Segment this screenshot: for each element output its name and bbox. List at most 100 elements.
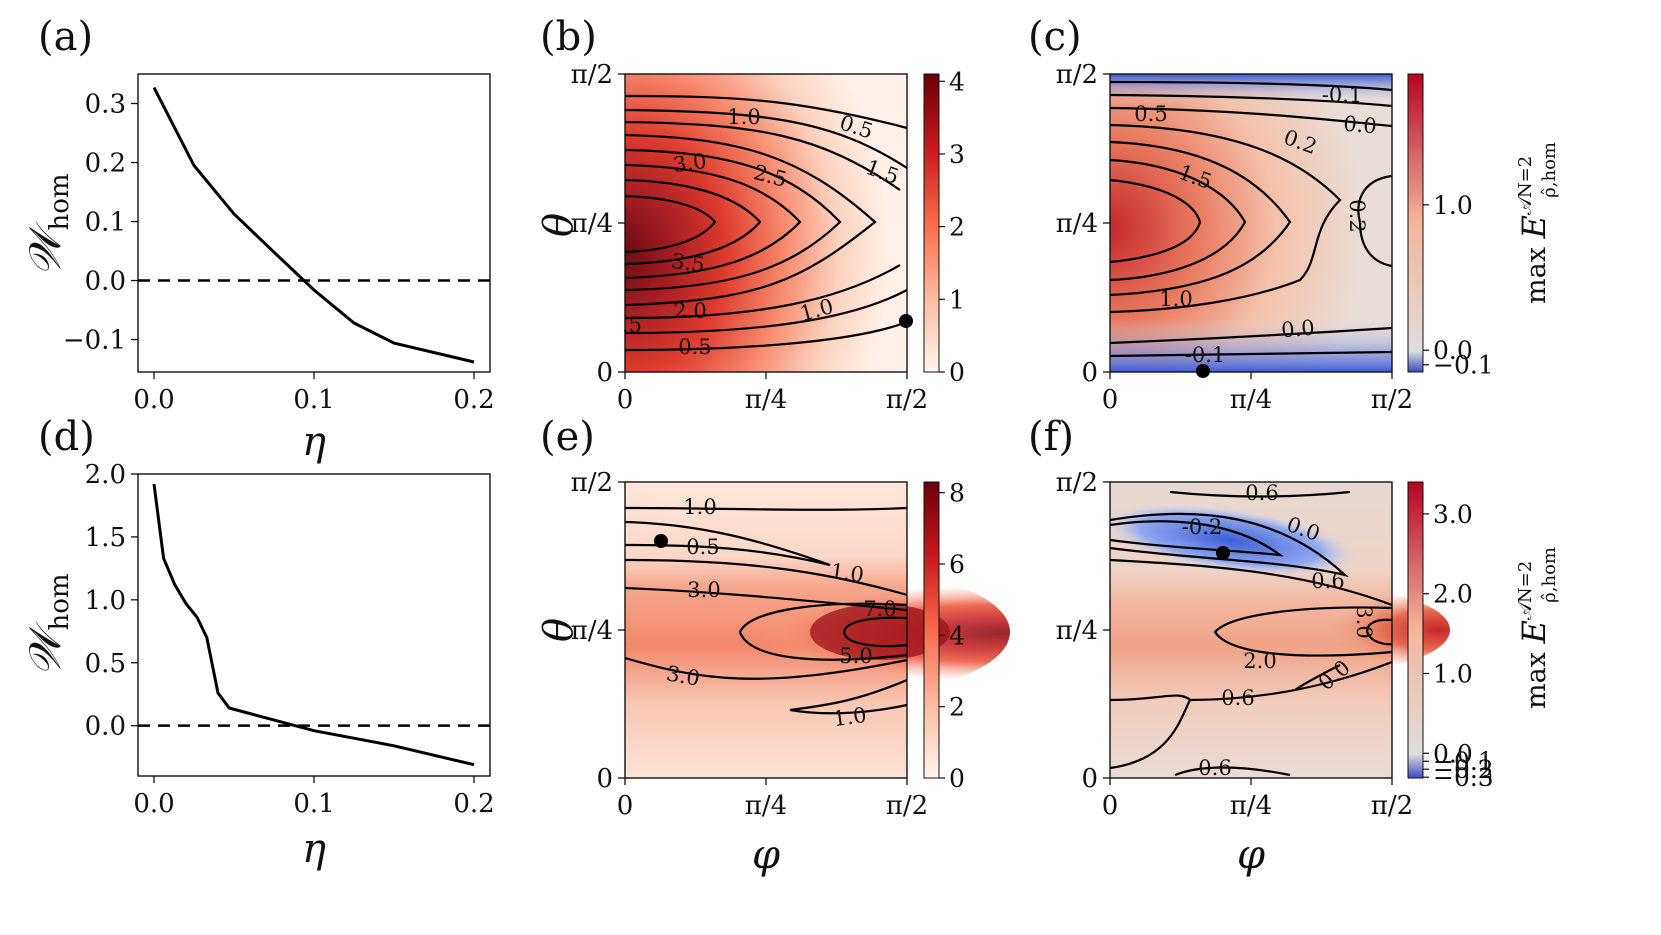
contour-label: 7.0 — [863, 597, 896, 621]
series-line — [152, 483, 475, 767]
contour-label: 3.5 — [670, 249, 706, 277]
svg-text:𝒲hom: 𝒲hom — [20, 173, 75, 276]
x-axis-label: η — [302, 826, 326, 872]
svg-text:max E𝒜N=2ρ̂,hom: max E𝒜N=2 ρ̂,hom — [1515, 142, 1560, 304]
colorbar-tick-label: 4 — [949, 621, 965, 650]
x-tick-label: π/4 — [1230, 791, 1272, 821]
marker-f — [1216, 546, 1230, 560]
x-tick-label: 0.0 — [133, 789, 174, 819]
x-tick-label: 0.2 — [453, 789, 494, 819]
contour-label: 0.5 — [1134, 102, 1167, 126]
colorbar-ticks: 012341.00.0−0.1024683.02.01.00.0−0.1−0.2… — [939, 67, 1494, 793]
colorbar-tick-label: 3 — [949, 140, 965, 169]
panel-label-d: (d) — [38, 414, 95, 460]
y-tick-label: π/4 — [571, 209, 613, 239]
y-tick-label: 0 — [1081, 358, 1098, 388]
colorbar-tick-label: 0.0 — [1433, 739, 1473, 768]
x-axis-label: η — [302, 419, 326, 465]
axes-frame — [137, 73, 491, 373]
marker-c — [1196, 364, 1210, 378]
y-tick-label: 0.0 — [85, 267, 126, 297]
y-tick-label: π/2 — [571, 60, 613, 90]
panel-b-heatmap — [624, 73, 908, 373]
contour-label: 0.0 — [1280, 316, 1315, 343]
x-tick-label: π/2 — [1371, 791, 1413, 821]
contour-label: 0.6 — [1311, 569, 1344, 593]
contour-label: 2.0 — [673, 299, 706, 323]
contour-label: 0.6 — [1221, 686, 1254, 710]
panel-label-b: (b) — [540, 14, 597, 60]
contour-label: 1.0 — [727, 105, 760, 129]
x-tick-label: π/4 — [745, 385, 787, 415]
colorbar-tick-label: −0.1 — [1433, 747, 1494, 776]
marker-e — [654, 534, 668, 548]
x-tick-label: 0.0 — [133, 385, 174, 415]
y-tick-label: 0.1 — [85, 208, 126, 238]
x-tick-label: π/4 — [1230, 385, 1272, 415]
y-tick-label: π/2 — [571, 468, 613, 498]
contour-label: -0.2 — [1182, 515, 1223, 539]
panel-label-f: (f) — [1028, 414, 1074, 460]
y-tick-label: 0 — [1081, 764, 1098, 794]
axis-ticks: 0.0 0.1 0.20.30.20.10.0−0.1 — [63, 90, 495, 415]
y-tick-label: 0.3 — [85, 90, 126, 120]
colorbar-label-f: max E𝒜N=2 ρ̂,hom — [1515, 547, 1560, 709]
colorbar-c — [1407, 73, 1424, 373]
x-tick-label: 0.1 — [293, 789, 334, 819]
colorbar-tick-label: 1.0 — [1433, 659, 1473, 688]
colorbar-tick-label: 0 — [949, 358, 965, 387]
x-tick-label: 0 — [617, 385, 634, 415]
contour-label: 3.0 — [665, 661, 702, 690]
x-tick-label: 0 — [1102, 791, 1119, 821]
x-axis-label-e: φ — [752, 832, 780, 878]
panel-label-c: (c) — [1028, 14, 1082, 60]
colorbar-b — [923, 73, 940, 373]
contour-label: 0.5 — [686, 535, 719, 559]
colorbar-tick-label: 4 — [949, 67, 965, 96]
y-tick-label: 1.5 — [85, 523, 126, 553]
x-axis-label-f: φ — [1237, 832, 1265, 878]
contour-label: 3.0 — [687, 578, 720, 602]
contour-labels-f: 0.6-0.2 0.00.63.02.0 0.00.60.6 — [1182, 481, 1376, 780]
contour-label: 1.0 — [829, 559, 865, 587]
contour-label: 2.0 — [1243, 649, 1276, 673]
x-tick-label: 0 — [617, 791, 634, 821]
y-tick-label: π/4 — [571, 616, 613, 646]
contour-label: 0.2 — [1345, 199, 1369, 232]
panel-a: 0.0 0.1 0.20.30.20.10.0−0.1 η 𝒲hom — [20, 73, 495, 465]
colorbar-label-c: max E𝒜N=2 ρ̂,hom — [1515, 142, 1560, 304]
colorbar-tick-label: 1 — [949, 285, 965, 314]
y-tick-label: π/2 — [1056, 468, 1098, 498]
contour-label: .5 — [622, 313, 642, 337]
y-tick-label: 1.0 — [85, 586, 126, 616]
y-axis-label: 𝒲hom — [20, 173, 75, 276]
x-tick-label: π/2 — [886, 385, 928, 415]
colorbar-tick-label: 0 — [949, 764, 965, 793]
x-tick-label: π/2 — [1371, 385, 1413, 415]
panel-c-heatmap — [1109, 73, 1393, 373]
panel-d: 0.0 0.1 0.2 2.0 1.5 1.0 0.5 0.0 η 𝒲hom — [20, 460, 495, 872]
y-tick-label: −0.1 — [63, 326, 126, 356]
x-tick-label: 0.2 — [453, 385, 494, 415]
contour-label: -0.1 — [1322, 83, 1363, 107]
y-tick-label: 0 — [596, 358, 613, 388]
x-tick-label: π/2 — [886, 791, 928, 821]
y-tick-label: 2.0 — [85, 460, 126, 490]
panel-label-e: (e) — [540, 414, 595, 460]
marker-b — [899, 314, 913, 328]
contour-label: 3.0 — [1352, 605, 1376, 638]
contour-label: 5.0 — [839, 644, 872, 668]
contour-label: 1.0 — [832, 703, 868, 731]
series-line — [152, 86, 475, 364]
contour-label: 0.0 — [1342, 112, 1377, 139]
y-tick-label: 0 — [596, 764, 613, 794]
colorbar-e — [923, 481, 940, 779]
panel-label-a: (a) — [38, 14, 93, 60]
y-tick-label: π/4 — [1056, 616, 1098, 646]
y-axis-label-e: θ — [536, 618, 582, 642]
contour-labels-e: 1.0 0.5 1.0 3.0 7.0 5.0 3.0 1.0 — [665, 495, 897, 731]
colorbar-tick-label: 2.0 — [1433, 580, 1473, 609]
colorbar-tick-label: 6 — [949, 550, 965, 579]
y-tick-label: 0.0 — [85, 712, 126, 742]
